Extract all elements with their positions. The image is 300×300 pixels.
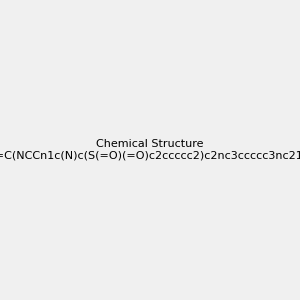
Text: Chemical Structure
O=C(NCCn1c(N)c(S(=O)(=O)c2ccccc2)c2nc3ccccc3nc21)c: Chemical Structure O=C(NCCn1c(N)c(S(=O)(… [0, 139, 300, 161]
